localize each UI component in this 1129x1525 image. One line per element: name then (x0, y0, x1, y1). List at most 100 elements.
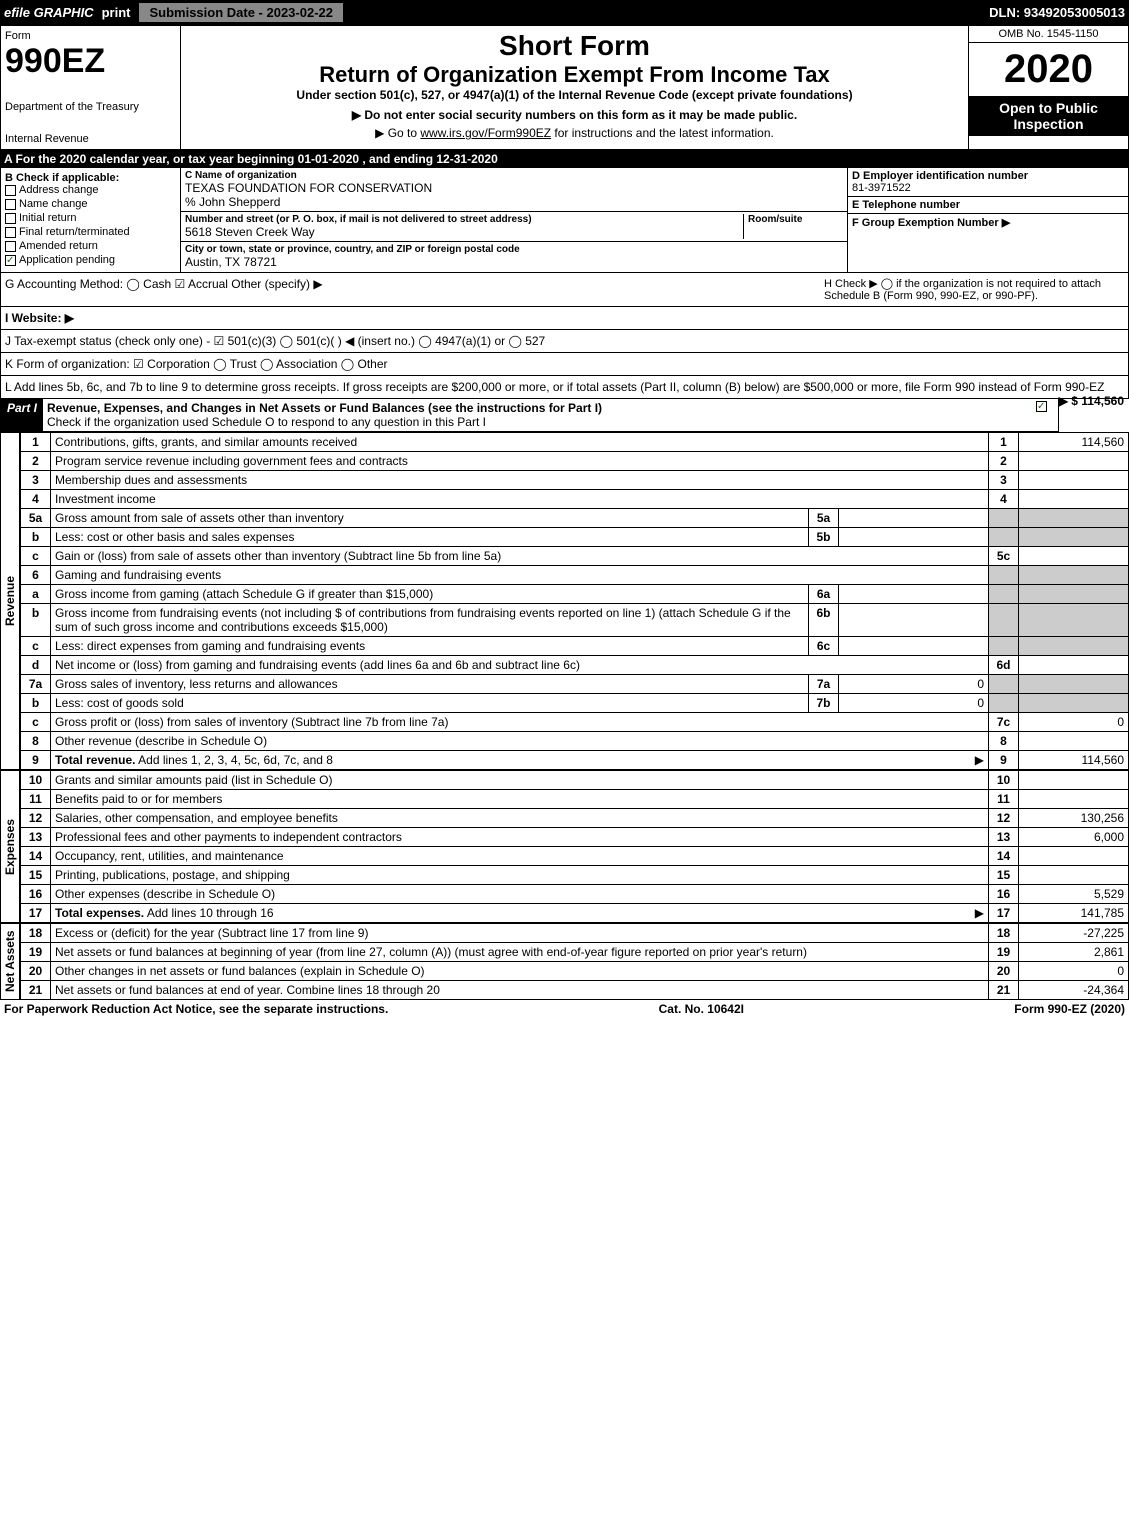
line-desc: Other changes in net assets or fund bala… (51, 962, 989, 981)
line-row: 8Other revenue (describe in Schedule O)8 (21, 732, 1129, 751)
line-desc: Professional fees and other payments to … (51, 828, 989, 847)
efile-label: efile GRAPHIC (4, 5, 94, 20)
amount: 6,000 (1019, 828, 1129, 847)
page-footer: For Paperwork Reduction Act Notice, see … (0, 1000, 1129, 1018)
inner-amount (839, 637, 989, 656)
right-line-number: 20 (989, 962, 1019, 981)
line-row: 17Total expenses. Add lines 10 through 1… (21, 904, 1129, 923)
line-number: 4 (21, 490, 51, 509)
line-number: 16 (21, 885, 51, 904)
line-number: 15 (21, 866, 51, 885)
inner-line-number: 5a (809, 509, 839, 528)
line-number: 14 (21, 847, 51, 866)
header-left: Form 990EZ Department of the Treasury In… (1, 26, 181, 149)
line-desc: Occupancy, rent, utilities, and maintena… (51, 847, 989, 866)
line-number: 10 (21, 771, 51, 790)
chk-amended-return[interactable]: Amended return (5, 240, 176, 252)
chk-address-change[interactable]: Address change (5, 184, 176, 196)
amount (1019, 732, 1129, 751)
amount: 0 (1019, 962, 1129, 981)
revenue-side-label: Revenue (0, 432, 20, 770)
right-line-number: 10 (989, 771, 1019, 790)
right-line-number: 21 (989, 981, 1019, 1000)
part-1-header: Part I Revenue, Expenses, and Changes in… (0, 399, 1059, 432)
line-desc: Program service revenue including govern… (51, 452, 989, 471)
amount (1019, 694, 1129, 713)
right-line-number: 12 (989, 809, 1019, 828)
dept-treasury: Department of the Treasury (5, 101, 176, 113)
line-row: 21Net assets or fund balances at end of … (21, 981, 1129, 1000)
inner-amount (839, 528, 989, 547)
amount: 114,560 (1019, 433, 1129, 452)
line-j: J Tax-exempt status (check only one) - ☑… (0, 330, 1129, 353)
link-prefix: ▶ Go to (375, 126, 420, 140)
line-row: aGross income from gaming (attach Schedu… (21, 585, 1129, 604)
line-desc: Gross sales of inventory, less returns a… (51, 675, 809, 694)
form-ref: Form 990-EZ (2020) (1014, 1002, 1125, 1016)
right-line-number: 1 (989, 433, 1019, 452)
inner-amount (839, 509, 989, 528)
line-row: cGain or (loss) from sale of assets othe… (21, 547, 1129, 566)
line-number: 2 (21, 452, 51, 471)
line-number: 9 (21, 751, 51, 770)
line-row: 3Membership dues and assessments3 (21, 471, 1129, 490)
print-label[interactable]: print (102, 5, 131, 20)
amount (1019, 771, 1129, 790)
chk-name-change[interactable]: Name change (5, 198, 176, 210)
line-row: cLess: direct expenses from gaming and f… (21, 637, 1129, 656)
box-b-title: B Check if applicable: (5, 172, 176, 184)
amount (1019, 790, 1129, 809)
link-suffix: for instructions and the latest informat… (554, 126, 773, 140)
line-a-taxyear: A For the 2020 calendar year, or tax yea… (0, 150, 1129, 168)
right-line-number: 17 (989, 904, 1019, 923)
revenue-section: Revenue 1Contributions, gifts, grants, a… (0, 432, 1129, 770)
amount (1019, 675, 1129, 694)
inner-line-number: 6a (809, 585, 839, 604)
line-row: bLess: cost of goods sold7b0 (21, 694, 1129, 713)
instructions-link-line: ▶ Go to www.irs.gov/Form990EZ for instru… (185, 126, 964, 140)
amount: 5,529 (1019, 885, 1129, 904)
line-number: a (21, 585, 51, 604)
line-desc: Less: direct expenses from gaming and fu… (51, 637, 809, 656)
right-line-number (989, 528, 1019, 547)
header-right: OMB No. 1545-1150 2020 Open to Public In… (968, 26, 1128, 149)
line-number: 19 (21, 943, 51, 962)
line-desc: Investment income (51, 490, 989, 509)
netassets-side-label: Net Assets (0, 923, 20, 1000)
line-number: d (21, 656, 51, 675)
line-number: 13 (21, 828, 51, 847)
care-of: % John Shepperd (185, 195, 843, 209)
chk-final-return[interactable]: Final return/terminated (5, 226, 176, 238)
right-line-number (989, 509, 1019, 528)
part-1-checkbox[interactable] (1028, 399, 1058, 431)
line-row: cGross profit or (loss) from sales of in… (21, 713, 1129, 732)
expenses-table: 10Grants and similar amounts paid (list … (20, 770, 1129, 923)
right-line-number: 5c (989, 547, 1019, 566)
box-c: C Name of organization TEXAS FOUNDATION … (181, 168, 848, 272)
inner-amount (839, 585, 989, 604)
chk-initial-return[interactable]: Initial return (5, 212, 176, 224)
amount (1019, 490, 1129, 509)
amount: -24,364 (1019, 981, 1129, 1000)
amount (1019, 604, 1129, 637)
box-b: B Check if applicable: Address change Na… (1, 168, 181, 272)
form-number: 990EZ (5, 42, 176, 81)
line-row: 13Professional fees and other payments t… (21, 828, 1129, 847)
ein: 81-3971522 (852, 182, 1124, 194)
form-label: Form (5, 30, 176, 42)
expenses-section: Expenses 10Grants and similar amounts pa… (0, 770, 1129, 923)
box-f-label: F Group Exemption Number ▶ (852, 216, 1124, 229)
amount (1019, 847, 1129, 866)
line-number: 18 (21, 924, 51, 943)
tax-year: 2020 (969, 43, 1128, 96)
line-number: 7a (21, 675, 51, 694)
chk-application-pending[interactable]: Application pending (5, 254, 176, 266)
irs-link[interactable]: www.irs.gov/Form990EZ (420, 126, 551, 140)
line-row: 4Investment income4 (21, 490, 1129, 509)
amount: 2,861 (1019, 943, 1129, 962)
dept-irs: Internal Revenue (5, 133, 176, 145)
line-number: 17 (21, 904, 51, 923)
line-desc: Excess or (deficit) for the year (Subtra… (51, 924, 989, 943)
open-to-public: Open to Public Inspection (969, 96, 1128, 136)
amount (1019, 656, 1129, 675)
